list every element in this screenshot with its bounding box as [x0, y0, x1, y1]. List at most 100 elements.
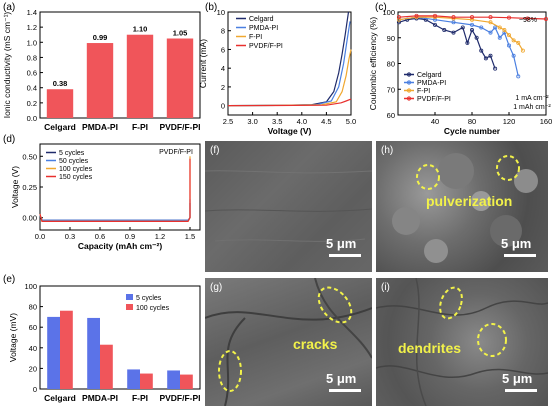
x-tick-label-b: 3.5 [272, 117, 282, 126]
point-c-3 [544, 16, 549, 21]
legend-label-c: Celgard [417, 72, 442, 79]
legend-label-c: F-PI [417, 88, 430, 95]
bar-e-0-0 [47, 316, 60, 389]
x-tick-label-b: 4.5 [321, 117, 331, 126]
y-tick-label-b: 10 [217, 8, 225, 17]
bar-e-0-3 [167, 370, 180, 389]
x-tick-label-b: 4.0 [297, 117, 307, 126]
x-tick-label-d: 1.2 [155, 232, 165, 241]
point-c-3 [488, 15, 493, 20]
y-tick-label-d: 0.50 [22, 152, 37, 161]
series-line-c-3 [398, 15, 547, 20]
legend-swatch-e [126, 304, 133, 310]
y-axis-label-d: Voltage (V) [10, 166, 20, 208]
x-tick-label-d: 0.3 [65, 232, 75, 241]
legend-label-b: F-PI [249, 34, 262, 41]
plot-frame-e [39, 285, 201, 390]
panel-label-c: (c) [375, 2, 387, 13]
x-tick-label-d: 0.0 [35, 232, 45, 241]
panel-label-e: (e) [3, 274, 15, 285]
bar-value-label-a: 0.38 [53, 79, 68, 88]
scale-bar-label-h: 5 μm [501, 236, 532, 251]
panel-label-i: (i) [381, 282, 390, 293]
point-c-0 [469, 28, 474, 33]
x-tick-label-d: 1.5 [185, 232, 195, 241]
scale-bar-label-f: 5 μm [326, 236, 357, 251]
y-tick-label-b: 8 [221, 27, 225, 36]
x-category-label-e: PVDF/F-PI [159, 393, 200, 403]
series-line-b-1 [227, 21, 351, 107]
y-tick-label-a: 1.4 [27, 8, 37, 17]
point-c-1 [516, 74, 521, 79]
panel-label-d: (d) [3, 134, 15, 145]
x-category-label-a: F-PI [132, 122, 148, 132]
y-tick-label-e: 60 [29, 323, 37, 332]
point-c-2 [506, 33, 511, 38]
legend-label-e: 5 cycles [136, 295, 162, 302]
y-tick-label-e: 0 [33, 385, 37, 394]
y-axis-label-c: Coulombic efficiency (%) [368, 17, 378, 111]
y-tick-label-b: 4 [221, 64, 225, 73]
x-category-label-e: PMDA-PI [82, 393, 118, 403]
legend-label-d: 50 cycles [59, 158, 89, 165]
point-c-3 [506, 15, 511, 20]
y-tick-label-c: 80 [387, 60, 395, 69]
sem-image-g: (g) cracks 5 μm [205, 278, 372, 406]
bar-value-label-a: 1.05 [173, 29, 188, 38]
point-c-1 [497, 35, 502, 40]
y-tick-label-a: 0.8 [27, 53, 37, 62]
legend-label-c: PMDA-PI [417, 80, 446, 87]
x-tick-label-c: 80 [468, 117, 476, 126]
scale-bar-g [329, 389, 361, 392]
legend-label-b: Celgard [249, 16, 274, 23]
panel-label-b: (b) [205, 2, 217, 13]
panel-label-f: (f) [210, 145, 220, 156]
y-tick-label-e: 80 [29, 303, 37, 312]
bar-value-label-a: 0.99 [93, 33, 108, 42]
panel-label-a: (a) [3, 2, 15, 13]
point-c-1 [451, 20, 456, 25]
y-tick-label-b: 6 [221, 45, 225, 54]
x-tick-label-d: 0.9 [125, 232, 135, 241]
y-tick-label-b: 0 [221, 102, 225, 111]
x-tick-label-c: 40 [431, 117, 439, 126]
bar-a-0 [46, 89, 74, 118]
y-tick-label-e: 20 [29, 364, 37, 373]
legend-label-b: PVDF/F-PI [249, 43, 283, 50]
series-line-c-1 [398, 16, 519, 77]
y-tick-label-a: 1.2 [27, 23, 37, 32]
point-c-0 [493, 66, 498, 71]
plot-frame-a [39, 11, 201, 119]
y-tick-label-a: 1.0 [27, 38, 37, 47]
point-c-0 [488, 53, 493, 58]
point-c-2 [396, 17, 401, 22]
y-tick-label-c: 70 [387, 85, 395, 94]
legend-marker-c [406, 80, 412, 85]
scale-bar-label-g: 5 μm [326, 371, 357, 386]
annotation-current-density: 1 mA cm⁻² [515, 95, 549, 102]
y-tick-label-a: 0.0 [27, 114, 37, 123]
y-tick-label-c: 100 [382, 8, 395, 17]
y-tick-label-a: 0.4 [27, 84, 37, 93]
series-line-b-2 [227, 49, 352, 107]
legend-label-c: PVDF/F-PI [417, 96, 451, 103]
panel-label-g: (g) [210, 282, 223, 293]
point-c-0 [483, 56, 488, 61]
x-category-label-e: Celgard [44, 393, 76, 403]
y-tick-label-a: 0.6 [27, 69, 37, 78]
dendrites-label: dendrites [398, 340, 462, 356]
point-c-3 [396, 15, 401, 20]
scale-bar-h [504, 254, 536, 257]
series-line-d-1 [39, 199, 191, 221]
plot-frame-b [227, 11, 352, 116]
sem-texture-f [205, 170, 372, 242]
sem-image-h: (h) pulverization 5 μm [376, 141, 548, 272]
bar-a-1 [86, 43, 114, 118]
point-c-1 [469, 22, 474, 27]
series-line-d-3 [39, 158, 191, 222]
point-c-2 [502, 28, 507, 33]
point-c-3 [432, 13, 437, 18]
panel-label-h: (h) [381, 145, 394, 156]
y-tick-label-c: 60 [387, 111, 395, 120]
point-c-3 [525, 16, 530, 21]
